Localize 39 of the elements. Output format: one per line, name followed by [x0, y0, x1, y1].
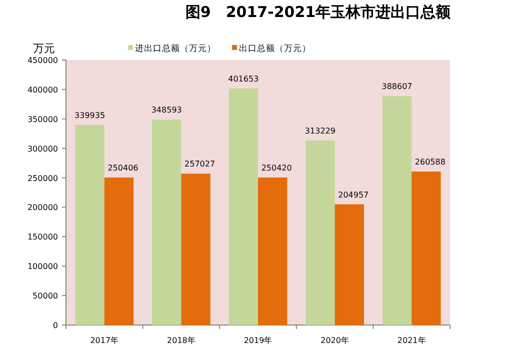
data-label: 257027 — [184, 160, 216, 169]
x-tick-label: 2020年 — [320, 336, 349, 345]
data-label: 401653 — [228, 74, 259, 84]
bar — [228, 88, 258, 325]
y-tick-label: 100000 — [27, 262, 58, 272]
x-tick-label: 2017年 — [90, 336, 119, 345]
bar — [306, 140, 335, 325]
data-label: 250406 — [108, 164, 138, 173]
bar — [258, 178, 288, 325]
x-tick-label: 2019年 — [244, 336, 272, 345]
data-label: 204957 — [338, 190, 369, 200]
bar — [75, 124, 104, 325]
data-label: 250420 — [261, 164, 292, 173]
y-tick-label: 50000 — [32, 292, 58, 301]
data-label: 348593 — [151, 106, 182, 115]
y-tick-label: 350000 — [27, 114, 58, 124]
y-tick-label: 300000 — [27, 144, 58, 154]
y-tick-label: 250000 — [27, 174, 58, 183]
bar — [152, 120, 182, 325]
chart-title: 图9 2017-2021年玉林市进出口总额 — [185, 3, 452, 21]
y-tick-label: 200000 — [27, 203, 58, 212]
bar — [104, 178, 134, 325]
bar — [334, 204, 364, 325]
x-tick-label: 2018年 — [167, 336, 196, 345]
bar — [412, 172, 441, 325]
x-tick-label: 2021年 — [397, 336, 426, 345]
legend-label: 进出口总额（万元） — [135, 43, 216, 54]
bar — [181, 174, 210, 325]
y-axis-title: 万元 — [33, 42, 55, 55]
bar — [382, 96, 412, 325]
data-label: 388607 — [382, 82, 412, 92]
y-tick-label: 450000 — [27, 56, 58, 65]
data-label: 260588 — [414, 158, 446, 167]
legend-label: 出口总额（万元） — [239, 43, 311, 54]
y-tick-label: 0 — [52, 321, 58, 330]
data-label: 339935 — [74, 110, 106, 120]
y-tick-label: 400000 — [27, 85, 58, 94]
data-label: 313229 — [304, 126, 336, 136]
y-tick-label: 150000 — [27, 232, 58, 242]
